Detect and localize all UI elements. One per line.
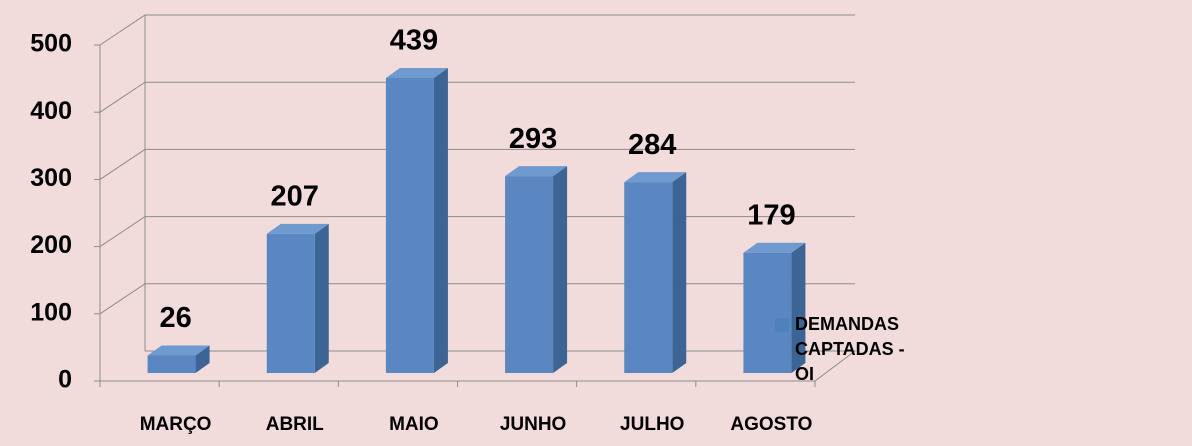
grid-line (99, 14, 855, 46)
grid-line (99, 216, 855, 248)
legend-label: DEMANDAS CAPTADAS - OI (795, 314, 905, 384)
bar-face (385, 67, 448, 78)
data-label: 439 (390, 25, 438, 57)
bar (624, 172, 687, 373)
bar (266, 223, 329, 373)
bar-face (195, 345, 210, 373)
bar-face (266, 233, 315, 373)
legend: DEMANDAS CAPTADAS - OI (775, 312, 915, 387)
bar-face (672, 172, 687, 373)
bar (505, 166, 568, 373)
bar-face (266, 223, 329, 234)
grid-line (99, 283, 855, 315)
data-label: 26 (159, 302, 191, 334)
bar (385, 67, 448, 373)
bar-face (147, 345, 210, 356)
bar-face (147, 355, 196, 373)
x-tick-label: ABRIL (266, 414, 324, 435)
bar-face (624, 182, 673, 373)
x-tick-label: MAIO (389, 414, 439, 435)
bar-face (433, 67, 448, 373)
y-tick-label: 500 (30, 30, 72, 58)
x-tick-label: JUNHO (500, 414, 567, 435)
grid-line (99, 81, 855, 113)
y-tick-label: 0 (58, 366, 72, 394)
bar-face (553, 166, 568, 373)
bar-face (791, 242, 806, 373)
data-label: 179 (747, 199, 795, 231)
bar-face (624, 172, 687, 183)
x-tick-label: MARÇO (140, 414, 212, 435)
bar-face (743, 252, 792, 373)
bar (147, 345, 210, 373)
y-tick-label: 200 (30, 231, 72, 259)
x-tick-label: AGOSTO (730, 414, 812, 435)
bar-face (505, 176, 554, 373)
y-tick-label: 400 (30, 97, 72, 125)
y-tick-label: 300 (30, 164, 72, 192)
bar-face (385, 77, 434, 373)
bar-face (314, 223, 329, 373)
grid-line (99, 148, 855, 180)
x-tick-label: JULHO (620, 414, 684, 435)
legend-swatch (775, 318, 789, 332)
bar-face (743, 242, 806, 253)
floor (100, 350, 857, 382)
data-label: 284 (628, 129, 676, 161)
bar-face (505, 166, 568, 177)
bar (743, 242, 806, 373)
data-label: 207 (271, 181, 319, 213)
y-tick-label: 100 (30, 298, 72, 326)
data-label: 293 (509, 123, 557, 155)
